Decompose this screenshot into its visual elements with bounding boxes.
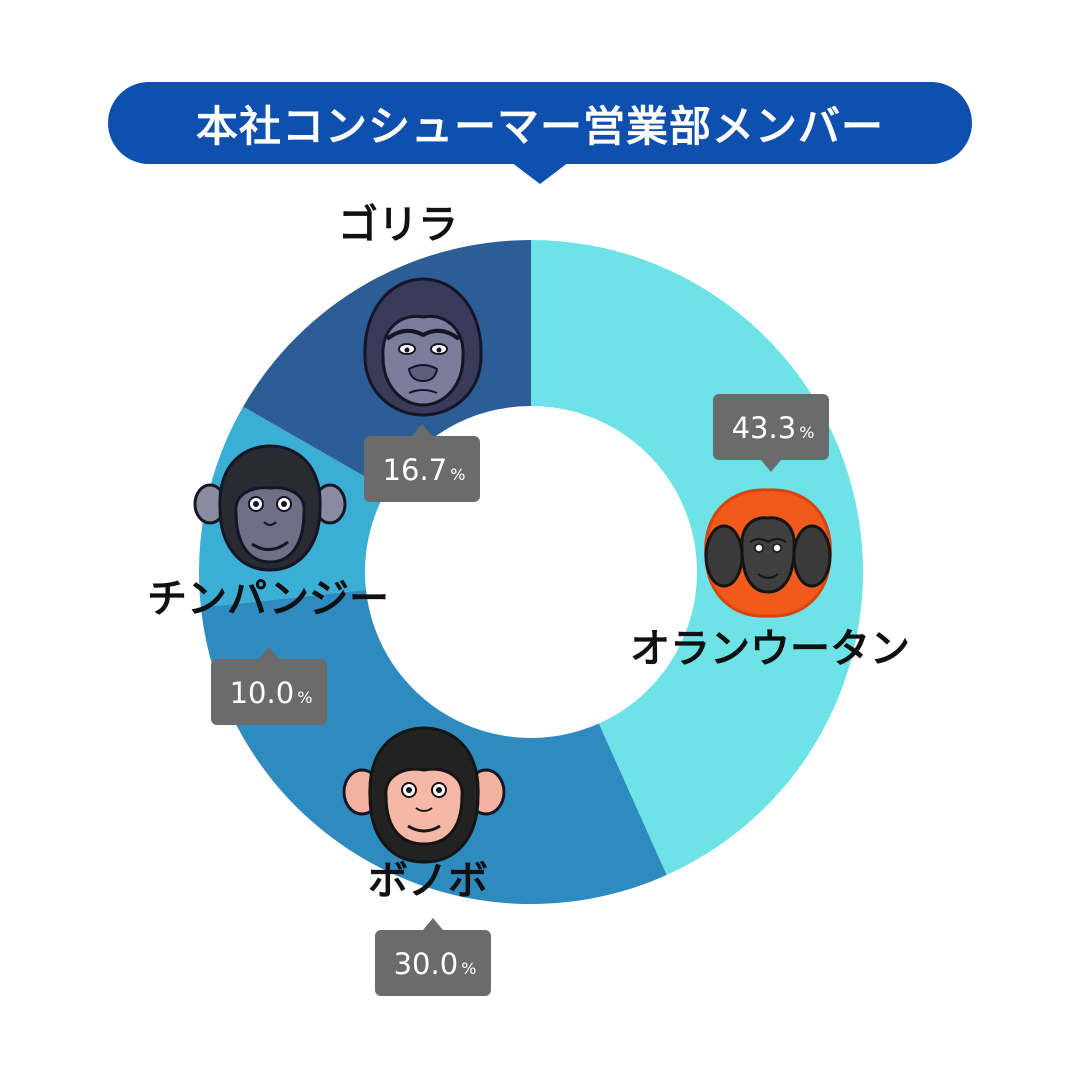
- percent-callout-pointer: [423, 918, 443, 930]
- percent-callout: 30.0%: [375, 918, 491, 996]
- percent-callout: 10.0%: [211, 647, 327, 725]
- slice-label: チンパンジー: [147, 576, 389, 622]
- slice-label: ゴリラ: [338, 202, 458, 248]
- percent-callout-box: [211, 659, 327, 725]
- percent-callout: 16.7%: [364, 424, 480, 502]
- percent-value: 43.3%: [732, 411, 815, 445]
- percent-callout: 43.3%: [713, 394, 829, 472]
- percent-callout-box: [375, 930, 491, 996]
- gorilla-face-icon: [363, 277, 483, 417]
- slice-label: オランウータン: [630, 626, 910, 672]
- percent-callout-pointer: [259, 647, 279, 659]
- percent-callout-box: [364, 436, 480, 502]
- slice-label: ボノボ: [368, 858, 488, 904]
- orangutan-face-icon: [704, 488, 832, 618]
- title-banner: [108, 82, 972, 164]
- chart-labels: オランウータン 43.3 % ボノボ 30.0 % チンパンジー 10.0 % ゴリラ 16.7%: [147, 202, 910, 996]
- page-title: 本社コンシューマー営業部メンバー: [195, 101, 884, 151]
- percent-callout-pointer: [761, 460, 781, 472]
- bonobo-face-icon: [342, 726, 506, 864]
- percent-callout-box: [713, 394, 829, 460]
- percent-value: 30.0%: [394, 947, 477, 981]
- chimpanzee-face-icon: [193, 444, 347, 572]
- percent-callout-pointer: [412, 424, 432, 436]
- percent-value: 10.0%: [230, 676, 313, 710]
- title-banner-pointer: [511, 162, 569, 184]
- percent-value: 16.7%: [383, 453, 466, 487]
